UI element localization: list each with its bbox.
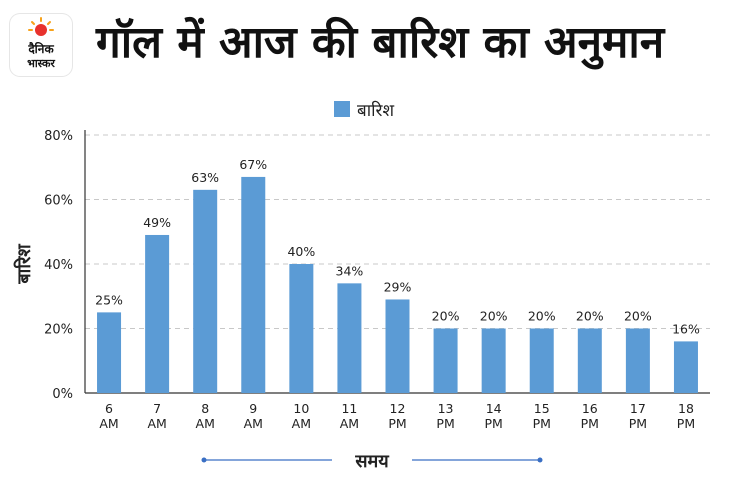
y-tick-label: 80%: [44, 129, 73, 144]
data-label: 63%: [191, 170, 219, 185]
x-tick-label: 14: [486, 401, 502, 416]
x-tick-label: 6: [105, 401, 113, 416]
x-tick-label-period: PM: [388, 416, 406, 431]
legend-label: बारिश: [357, 100, 394, 121]
x-tick-label: 8: [201, 401, 209, 416]
x-title-dot-left: [201, 457, 207, 463]
data-label: 34%: [336, 263, 364, 278]
brand-name-line2: भास्कर: [27, 57, 55, 70]
y-tick-label: 60%: [44, 194, 73, 209]
bar: [193, 189, 218, 393]
data-label: 29%: [384, 279, 412, 294]
x-tick-label: 13: [438, 401, 454, 416]
legend-swatch: [334, 101, 350, 117]
x-tick-label: 12: [390, 401, 406, 416]
bar: [433, 328, 458, 393]
x-tick-label-period: AM: [244, 416, 263, 431]
data-label: 20%: [480, 309, 508, 324]
x-tick-label-period: AM: [340, 416, 359, 431]
x-title-dot-right: [537, 457, 543, 463]
x-tick-label-period: PM: [677, 416, 695, 431]
x-tick-label-period: PM: [629, 416, 647, 431]
y-tick-label: 40%: [44, 258, 73, 273]
bar: [481, 328, 506, 393]
x-tick-label-period: AM: [292, 416, 311, 431]
brand-logo: दैनिक भास्कर: [10, 14, 72, 76]
x-tick-label-period: AM: [99, 416, 118, 431]
bar: [529, 328, 554, 393]
brand-name-line1: दैनिक: [28, 42, 54, 56]
bar: [337, 283, 362, 393]
bar: [289, 264, 314, 393]
data-label: 25%: [95, 292, 123, 307]
chart-title: गॉल में आज की बारिश का अनुमान: [96, 17, 665, 68]
bar: [577, 328, 602, 393]
y-tick-label: 0%: [52, 387, 73, 402]
x-tick-label-period: AM: [196, 416, 215, 431]
x-tick-label: 9: [249, 401, 257, 416]
x-tick-label: 18: [678, 401, 694, 416]
x-tick-label-period: PM: [533, 416, 551, 431]
data-label: 20%: [624, 309, 652, 324]
x-axis-title: समय: [354, 451, 390, 472]
x-tick-label: 11: [341, 401, 357, 416]
y-tick-label: 20%: [44, 323, 73, 338]
sun-icon: [28, 17, 54, 36]
x-tick-label-period: PM: [436, 416, 454, 431]
x-tick-label-period: PM: [581, 416, 599, 431]
bar: [385, 299, 410, 393]
x-tick-label: 10: [293, 401, 309, 416]
x-tick-label-period: AM: [147, 416, 166, 431]
bar: [673, 341, 698, 393]
x-tick-label: 7: [153, 401, 161, 416]
bar: [241, 176, 266, 393]
x-tick-label: 17: [630, 401, 646, 416]
x-tick-label-period: PM: [484, 416, 502, 431]
data-label: 20%: [576, 309, 604, 324]
data-label: 67%: [239, 157, 267, 172]
x-tick-label: 16: [582, 401, 598, 416]
data-label: 40%: [287, 244, 315, 259]
x-tick-label: 15: [534, 401, 550, 416]
y-axis-title: बारिश: [13, 244, 35, 285]
bar: [97, 312, 122, 393]
data-label: 20%: [528, 309, 556, 324]
data-label: 20%: [432, 309, 460, 324]
data-label: 16%: [672, 321, 700, 336]
data-label: 49%: [143, 215, 171, 230]
bar: [145, 234, 170, 393]
bar: [625, 328, 650, 393]
